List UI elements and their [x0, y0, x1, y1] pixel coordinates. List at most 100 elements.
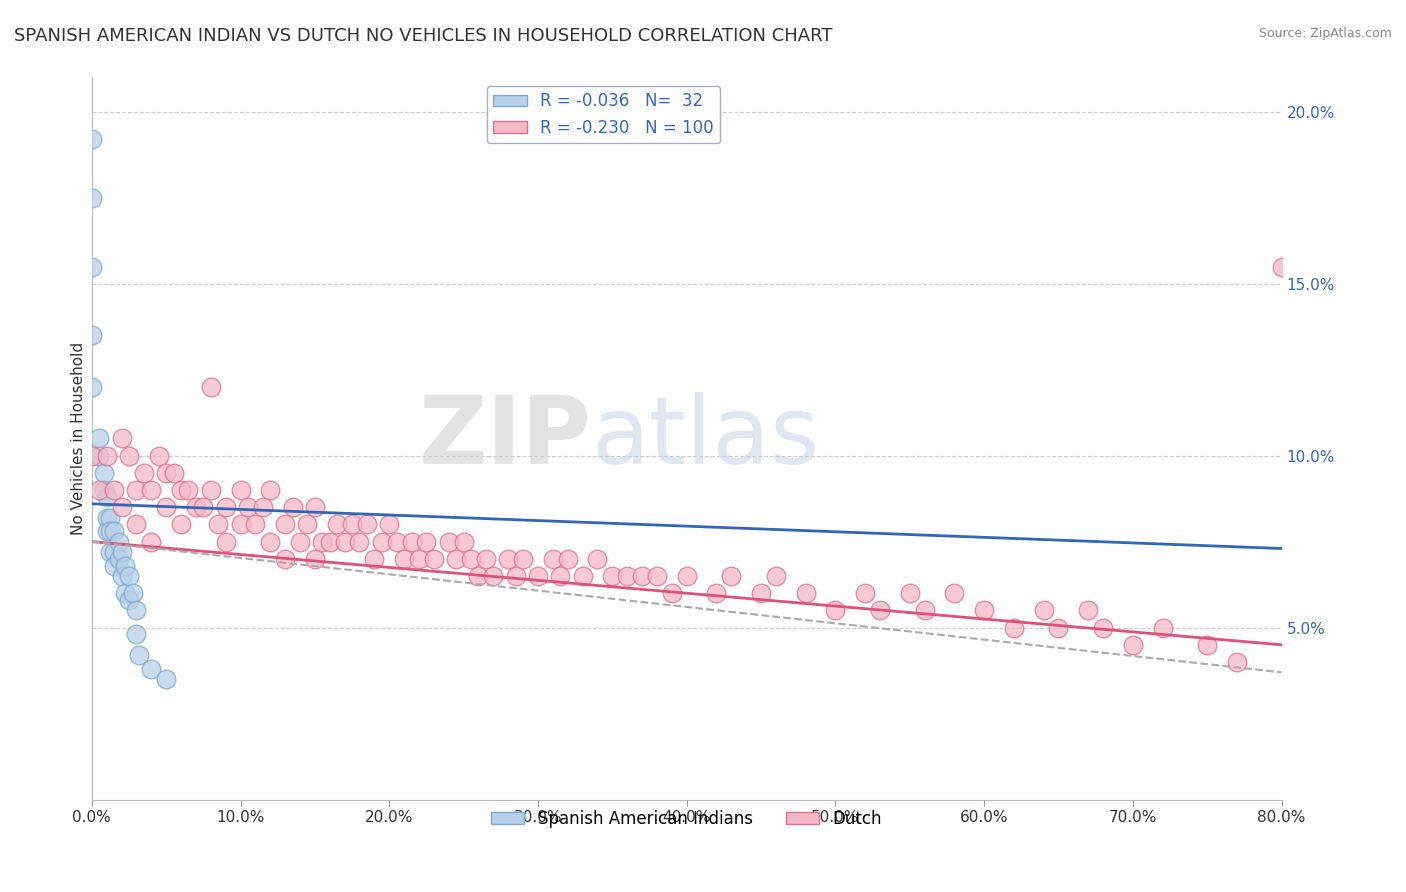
Point	[869, 603, 891, 617]
Point	[110, 500, 132, 515]
Point	[103, 545, 125, 559]
Point	[103, 558, 125, 573]
Point	[437, 534, 460, 549]
Point	[162, 466, 184, 480]
Y-axis label: No Vehicles in Household: No Vehicles in Household	[72, 342, 86, 535]
Point	[661, 586, 683, 600]
Point	[973, 603, 995, 617]
Point	[118, 593, 141, 607]
Point	[125, 627, 148, 641]
Point	[125, 483, 148, 497]
Point	[675, 569, 697, 583]
Point	[720, 569, 742, 583]
Point	[96, 490, 118, 504]
Point	[245, 517, 267, 532]
Point	[98, 510, 121, 524]
Point	[141, 534, 163, 549]
Point	[259, 483, 281, 497]
Point	[898, 586, 921, 600]
Point	[527, 569, 550, 583]
Point	[340, 517, 363, 532]
Text: atlas: atlas	[592, 392, 820, 484]
Point	[170, 517, 193, 532]
Point	[200, 483, 222, 497]
Point	[93, 466, 115, 480]
Text: Source: ZipAtlas.com: Source: ZipAtlas.com	[1258, 27, 1392, 40]
Point	[304, 551, 326, 566]
Point	[155, 500, 177, 515]
Point	[80, 328, 103, 343]
Point	[304, 500, 326, 515]
Point	[229, 483, 252, 497]
Point	[122, 586, 145, 600]
Point	[98, 545, 121, 559]
Point	[645, 569, 668, 583]
Point	[1092, 621, 1115, 635]
Point	[118, 449, 141, 463]
Point	[415, 534, 437, 549]
Point	[214, 500, 236, 515]
Point	[89, 432, 111, 446]
Point	[467, 569, 489, 583]
Point	[453, 534, 475, 549]
Point	[274, 517, 297, 532]
Point	[749, 586, 772, 600]
Point	[333, 534, 356, 549]
Point	[132, 466, 155, 480]
Point	[392, 551, 415, 566]
Point	[207, 517, 229, 532]
Point	[114, 558, 136, 573]
Point	[1152, 621, 1174, 635]
Point	[1047, 621, 1070, 635]
Point	[274, 551, 297, 566]
Point	[475, 551, 498, 566]
Point	[1197, 638, 1219, 652]
Point	[170, 483, 193, 497]
Point	[914, 603, 936, 617]
Legend: Spanish American Indians, Dutch: Spanish American Indians, Dutch	[485, 803, 889, 835]
Point	[1002, 621, 1025, 635]
Point	[110, 569, 132, 583]
Point	[616, 569, 638, 583]
Point	[214, 534, 236, 549]
Point	[371, 534, 394, 549]
Point	[943, 586, 966, 600]
Point	[110, 545, 132, 559]
Point	[177, 483, 200, 497]
Point	[96, 449, 118, 463]
Point	[141, 662, 163, 676]
Point	[326, 517, 349, 532]
Point	[229, 517, 252, 532]
Point	[80, 449, 103, 463]
Point	[541, 551, 564, 566]
Point	[80, 380, 103, 394]
Point	[281, 500, 304, 515]
Point	[571, 569, 593, 583]
Point	[148, 449, 170, 463]
Point	[98, 524, 121, 539]
Point	[765, 569, 787, 583]
Point	[125, 603, 148, 617]
Point	[125, 517, 148, 532]
Point	[80, 260, 103, 274]
Point	[80, 191, 103, 205]
Point	[794, 586, 817, 600]
Point	[512, 551, 534, 566]
Point	[1032, 603, 1054, 617]
Point	[586, 551, 609, 566]
Point	[505, 569, 527, 583]
Point	[600, 569, 623, 583]
Point	[80, 132, 103, 146]
Point	[408, 551, 430, 566]
Point	[824, 603, 846, 617]
Point	[155, 466, 177, 480]
Point	[1226, 655, 1249, 669]
Point	[356, 517, 378, 532]
Point	[363, 551, 385, 566]
Point	[96, 524, 118, 539]
Point	[1122, 638, 1144, 652]
Point	[193, 500, 215, 515]
Point	[460, 551, 482, 566]
Point	[1270, 260, 1292, 274]
Point	[706, 586, 728, 600]
